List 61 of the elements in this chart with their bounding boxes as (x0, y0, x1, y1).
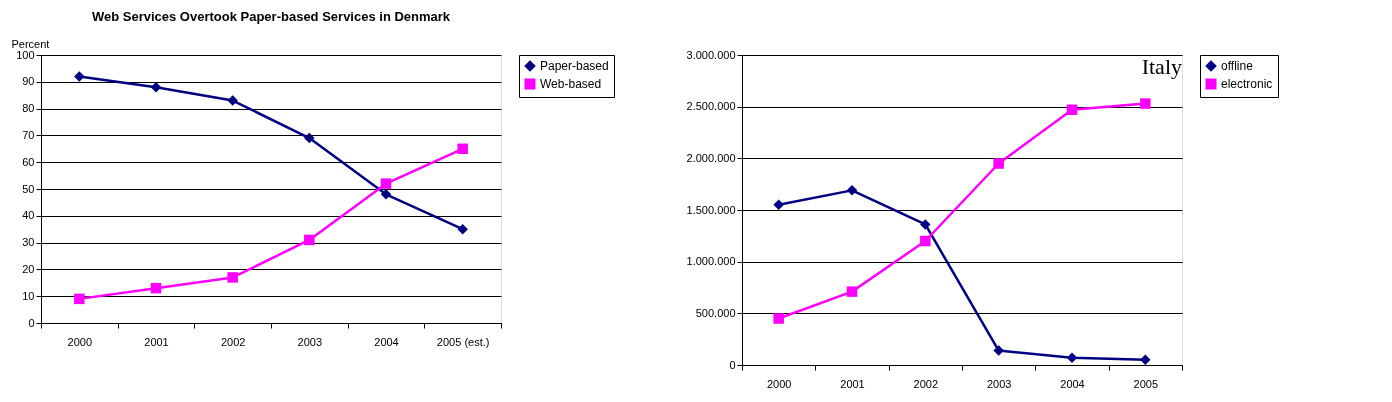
y-tick-label: 3.000.000 (686, 48, 736, 61)
y-tick-label: 0 (28, 316, 35, 329)
point (846, 286, 858, 297)
point (380, 189, 392, 200)
point (993, 158, 1004, 169)
chart-title: Web Services Overtook Paper-based Services in Denmark (91, 9, 451, 24)
x-tick-label: 2000 (67, 335, 93, 348)
point (457, 223, 468, 235)
point (993, 345, 1004, 356)
point (1066, 352, 1078, 364)
y-axis-title: Percent (11, 37, 50, 50)
legend-label: offline (1221, 59, 1254, 73)
y-tick-label: 70 (22, 128, 35, 141)
x-tick-label: 2001 (144, 335, 169, 348)
x-tick-label: 2001 (840, 377, 865, 390)
y-tick-label: 1.500.000 (686, 203, 736, 216)
y-tick-label: 2.500.000 (686, 100, 736, 113)
y-tick-label: 80 (22, 102, 35, 115)
point (1140, 98, 1151, 109)
point (457, 143, 468, 155)
legend-label: electronic (1221, 77, 1273, 91)
point (1066, 104, 1078, 116)
point (304, 234, 315, 246)
y-tick-label: 40 (22, 209, 35, 222)
legend-label: Web-based (540, 77, 602, 91)
x-tick-label: 2002 (220, 335, 246, 348)
x-tick-label: 2004 (1060, 377, 1085, 390)
point (227, 95, 238, 106)
y-tick-label: 100 (16, 48, 35, 61)
point (74, 71, 85, 82)
point (1140, 354, 1151, 366)
y-tick-label: 2.000.000 (686, 151, 736, 164)
point (227, 272, 238, 283)
point (920, 219, 931, 230)
point (920, 235, 931, 247)
y-tick-label: 90 (22, 75, 35, 88)
point (150, 81, 162, 93)
x-tick-label: 2002 (913, 377, 939, 390)
x-tick-label: 2005 (1133, 377, 1159, 390)
y-tick-label: 10 (22, 289, 35, 302)
y-tick-label: 20 (22, 262, 35, 275)
y-tick-label: 1.000.000 (686, 255, 736, 268)
x-tick-label: 2000 (766, 377, 792, 390)
point (773, 313, 784, 324)
chart-title: Italy (1141, 54, 1182, 79)
x-tick-label: 2003 (297, 335, 323, 348)
y-tick-label: 30 (22, 236, 35, 249)
x-tick-label: 2003 (986, 377, 1012, 390)
point (773, 199, 784, 211)
y-tick-label: 0 (729, 358, 736, 371)
point (380, 178, 392, 189)
point (846, 185, 858, 196)
point (74, 293, 85, 305)
y-tick-label: 500.000 (695, 306, 736, 319)
y-tick-label: 50 (22, 182, 35, 195)
legend-label: Paper-based (540, 59, 609, 73)
point (150, 282, 162, 294)
y-tick-label: 60 (22, 155, 35, 168)
x-tick-label: 2005 (est.) (436, 335, 490, 348)
point (304, 132, 315, 144)
x-tick-label: 2004 (374, 335, 399, 348)
